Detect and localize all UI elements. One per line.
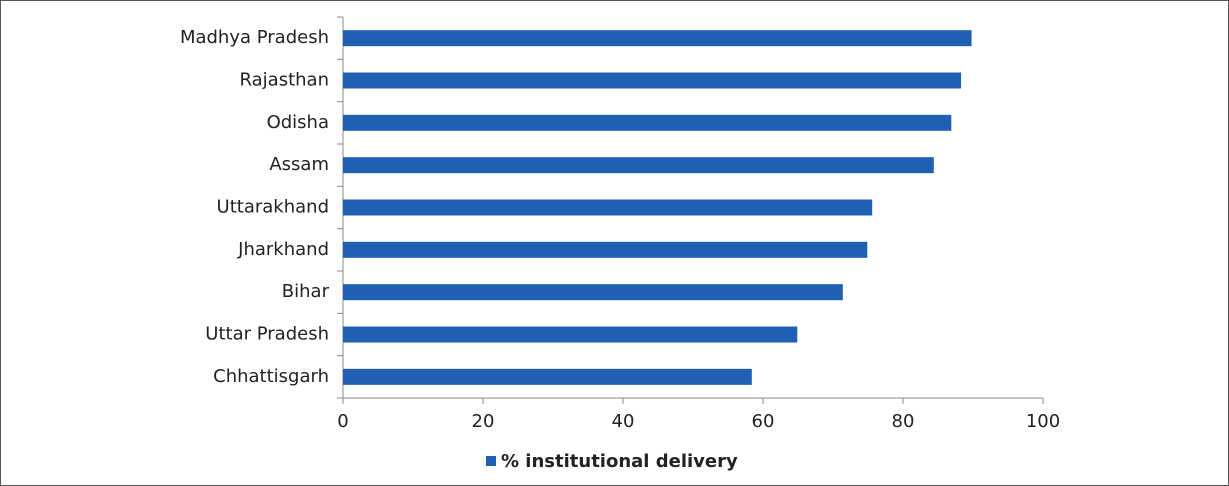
y-tick-label: Odisha	[267, 112, 329, 133]
bar	[343, 157, 934, 174]
x-tick-label: 80	[892, 411, 915, 432]
y-tick-label: Uttar Pradesh	[205, 324, 329, 345]
bar	[343, 241, 868, 258]
bar	[343, 368, 752, 385]
bar	[343, 72, 962, 89]
legend-label: % institutional delivery	[501, 451, 738, 472]
legend-swatch	[486, 456, 496, 466]
x-tick-label: 40	[612, 411, 635, 432]
bar	[343, 114, 952, 131]
bar	[343, 30, 972, 47]
bar	[343, 199, 873, 216]
y-tick-label: Rajasthan	[240, 70, 329, 91]
y-tick-label: Assam	[269, 154, 329, 175]
y-tick-label: Uttarakhand	[217, 197, 329, 218]
y-tick-label: Chhattisgarh	[213, 366, 329, 387]
y-tick-label: Bihar	[282, 281, 330, 302]
y-tick-label: Jharkhand	[237, 239, 329, 260]
x-tick-label: 60	[752, 411, 775, 432]
y-tick-label: Madhya Pradesh	[180, 27, 329, 48]
bar	[343, 284, 843, 301]
x-tick-label: 20	[472, 411, 495, 432]
x-tick-label: 0	[337, 411, 348, 432]
bar	[343, 326, 798, 343]
x-tick-label: 100	[1026, 411, 1060, 432]
